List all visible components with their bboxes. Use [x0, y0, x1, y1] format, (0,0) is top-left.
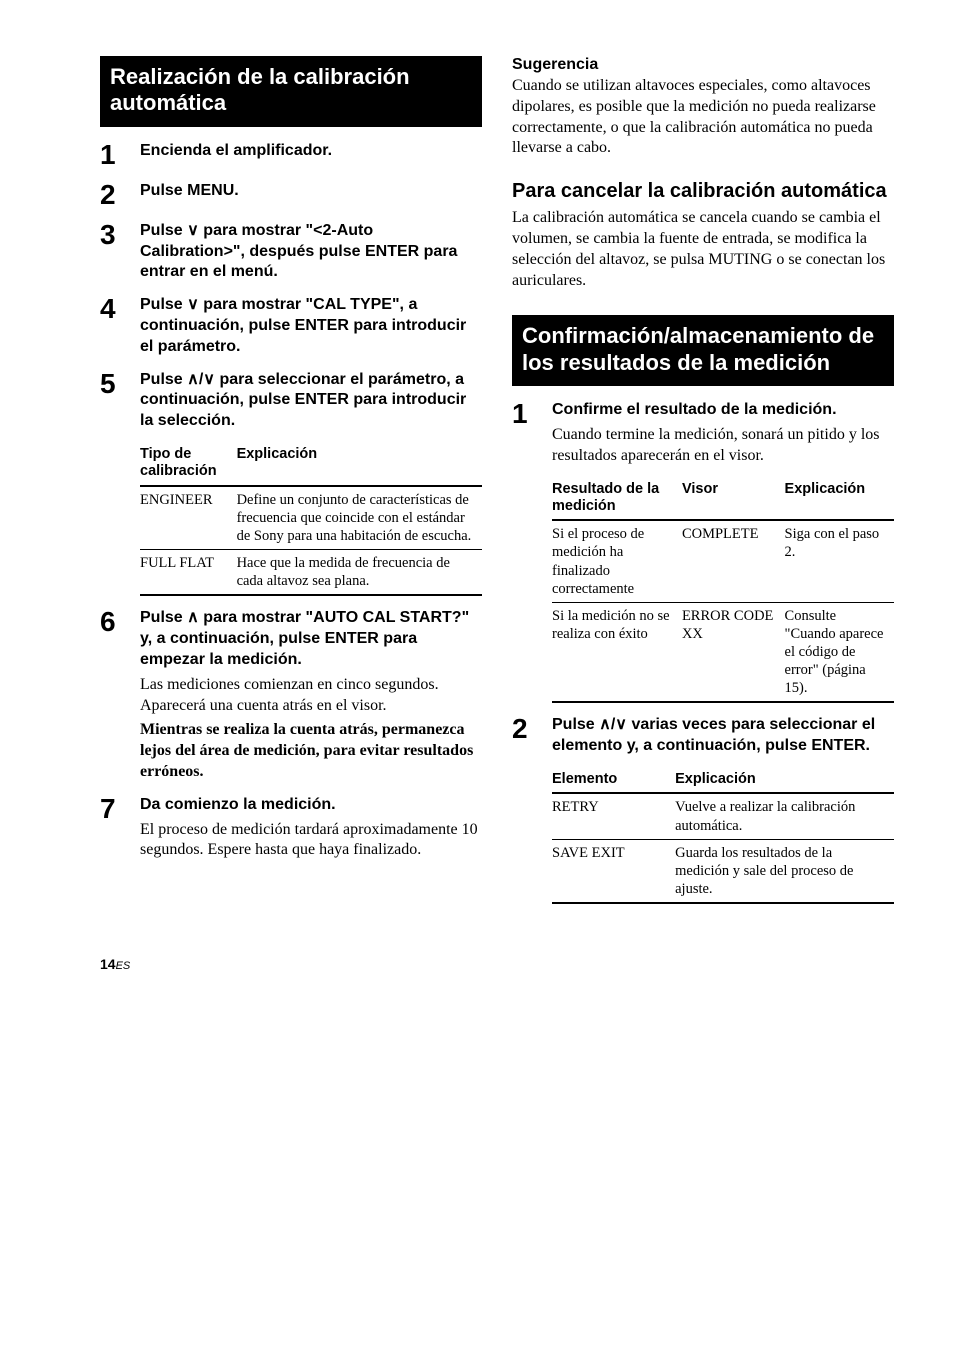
td: FULL FLAT [140, 550, 237, 596]
step-number: 5 [100, 370, 124, 398]
step-para-bold: Mientras se realiza la cuenta atrás, per… [140, 720, 482, 782]
step-head: Encienda el amplificador. [140, 141, 482, 162]
step-head: Pulse MENU. [140, 181, 482, 202]
td: RETRY [552, 793, 675, 839]
calibration-type-table: Tipo de calibraciónExplicación ENGINEERD… [140, 442, 482, 596]
step-number: 6 [100, 608, 124, 636]
step: 2 Pulse ∧/∨ varias veces para selecciona… [512, 715, 894, 904]
td: Siga con el paso 2. [785, 520, 894, 602]
right-column: Sugerencia Cuando se utilizan altavoces … [512, 56, 894, 916]
step-head: Confirme el resultado de la medición. [552, 400, 894, 421]
step-head: Pulse ∧ para mostrar "AUTO CAL START?" y… [140, 608, 482, 670]
step: 6 Pulse ∧ para mostrar "AUTO CAL START?"… [100, 608, 482, 782]
th: Resultado de la medición [552, 477, 682, 521]
step: 3 Pulse ∨ para mostrar "<2-Auto Calibrat… [100, 221, 482, 283]
tip-body: Cuando se utilizan altavoces especiales,… [512, 76, 894, 159]
step: 4 Pulse ∨ para mostrar "CAL TYPE", a con… [100, 295, 482, 357]
left-steps: 1 Encienda el amplificador. 2 Pulse MENU… [100, 141, 482, 861]
step-number: 2 [100, 181, 124, 209]
td: Si el proceso de medición ha finalizado … [552, 520, 682, 602]
step-para: Las mediciones comienzan en cinco segund… [140, 675, 482, 717]
step-number: 1 [512, 400, 536, 428]
td: SAVE EXIT [552, 839, 675, 903]
th: Elemento [552, 767, 675, 793]
step-number: 7 [100, 795, 124, 823]
step-number: 1 [100, 141, 124, 169]
page-number: 14 [100, 956, 116, 972]
cancel-body: La calibración automática se cancela cua… [512, 208, 894, 291]
td: Consulte "Cuando aparece el código de er… [785, 602, 894, 702]
section-heading-right: Confirmación/almacenamiento de los resul… [512, 315, 894, 386]
measurement-result-table: Resultado de la medición Visor Explicaci… [552, 477, 894, 704]
td: COMPLETE [682, 520, 785, 602]
step: 5 Pulse ∧/∨ para seleccionar el parámetr… [100, 370, 482, 597]
element-table: Elemento Explicación RETRY Vuelve a real… [552, 767, 894, 904]
step-para: El proceso de medición tardará aproximad… [140, 820, 482, 862]
step-head: Pulse ∧/∨ varias veces para seleccionar … [552, 715, 894, 757]
step: 1 Encienda el amplificador. [100, 141, 482, 169]
page-footer: 14ES [100, 956, 894, 972]
page-lang: ES [116, 960, 131, 972]
td: Guarda los resultados de la medición y s… [675, 839, 894, 903]
step: 2 Pulse MENU. [100, 181, 482, 209]
left-column: Realización de la calibración automática… [100, 56, 482, 916]
step-number: 3 [100, 221, 124, 249]
page-columns: Realización de la calibración automática… [100, 56, 894, 916]
th: Explicación [237, 442, 482, 486]
th: Explicación [675, 767, 894, 793]
section-heading-left: Realización de la calibración automática [100, 56, 482, 127]
step-head: Pulse ∨ para mostrar "CAL TYPE", a conti… [140, 295, 482, 357]
td: Define un conjunto de características de… [237, 486, 482, 550]
th: Tipo de calibración [140, 442, 237, 486]
step: 1 Confirme el resultado de la medición. … [512, 400, 894, 703]
step-number: 4 [100, 295, 124, 323]
td: ENGINEER [140, 486, 237, 550]
step-head: Pulse ∨ para mostrar "<2-Auto Calibratio… [140, 221, 482, 283]
step-head: Da comienzo la medición. [140, 795, 482, 816]
step-head: Pulse ∧/∨ para seleccionar el parámetro,… [140, 370, 482, 432]
td: Vuelve a realizar la calibración automát… [675, 793, 894, 839]
right-steps: 1 Confirme el resultado de la medición. … [512, 400, 894, 904]
cancel-heading: Para cancelar la calibración automática [512, 179, 894, 204]
th: Explicación [785, 477, 894, 521]
step-para: Cuando termine la medición, sonará un pi… [552, 425, 894, 467]
td: ERROR CODE XX [682, 602, 785, 702]
step: 7 Da comienzo la medición. El proceso de… [100, 795, 482, 861]
td: Hace que la medida de frecuencia de cada… [237, 550, 482, 596]
step-number: 2 [512, 715, 536, 743]
td: Si la medición no se realiza con éxito [552, 602, 682, 702]
th: Visor [682, 477, 785, 521]
tip-heading: Sugerencia [512, 56, 894, 74]
